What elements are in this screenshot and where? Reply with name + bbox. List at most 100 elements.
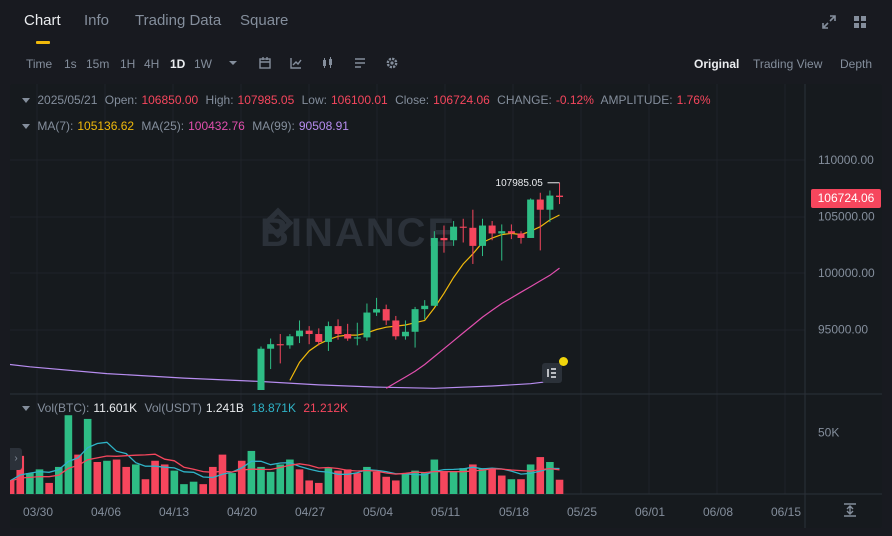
vol-usdt-value: 1.241B bbox=[205, 401, 244, 415]
tab-chart[interactable]: Chart bbox=[24, 12, 61, 29]
volume-bar bbox=[382, 476, 390, 494]
vol-ma5-value: 18.871K bbox=[251, 401, 296, 415]
expand-icon[interactable] bbox=[821, 14, 837, 30]
volume-tick-label: 50K bbox=[818, 425, 839, 439]
candle-body bbox=[373, 309, 381, 313]
date-tick-label: 06/08 bbox=[703, 505, 733, 519]
volume-bar bbox=[536, 457, 545, 494]
volume-bar bbox=[286, 459, 294, 494]
volume-bar bbox=[372, 471, 381, 494]
volume-bar bbox=[93, 462, 102, 494]
vol-btc-label: Vol(BTC): bbox=[37, 401, 90, 415]
more-intervals-dropdown-icon[interactable] bbox=[226, 56, 240, 70]
low-value: 106100.01 bbox=[330, 93, 388, 107]
candle-body bbox=[401, 331, 409, 337]
price-tick-label: 105000.00 bbox=[818, 210, 875, 224]
watermark-logo-icon bbox=[262, 207, 294, 239]
volume-bar bbox=[497, 475, 506, 494]
candle-body bbox=[478, 225, 486, 246]
volume-ma10-line bbox=[10, 453, 560, 482]
top-tabs: Chart Info Trading Data Square bbox=[0, 0, 892, 44]
volume-bar bbox=[83, 418, 92, 494]
volume-bar bbox=[228, 473, 236, 494]
interval-4h[interactable]: 4H bbox=[144, 57, 160, 71]
candle-body bbox=[517, 233, 525, 238]
candle-body bbox=[507, 231, 515, 234]
go-to-latest-icon[interactable] bbox=[541, 362, 563, 384]
open-label: Open: bbox=[104, 93, 138, 107]
interval-15m[interactable]: 15m bbox=[86, 57, 110, 71]
volume-bar bbox=[237, 460, 246, 494]
volume-bar bbox=[74, 454, 82, 494]
chart-panel[interactable]: BINANCE 107985.05 110000.00 105000.00 1000… bbox=[10, 84, 882, 528]
volume-info: Vol(BTC): 11.601K Vol(USDT) 1.241B 18.871K… bbox=[22, 401, 352, 415]
date-tick-label: 05/11 bbox=[431, 505, 460, 519]
ohlc-info: 2025/05/21 Open: 106850.00 High: 107985.05… bbox=[22, 93, 715, 107]
price-tick-label: 110000.00 bbox=[818, 153, 874, 167]
view-trading-view[interactable]: Trading View bbox=[753, 57, 823, 71]
candle-body bbox=[459, 226, 467, 228]
chart-settings-list-icon[interactable] bbox=[353, 56, 367, 70]
volume-bar bbox=[546, 462, 554, 494]
indicators-icon[interactable] bbox=[289, 56, 303, 70]
candle-body bbox=[411, 309, 419, 332]
layout-grid-icon[interactable] bbox=[852, 14, 868, 30]
interval-1s[interactable]: 1s bbox=[64, 57, 77, 71]
tab-trading-data[interactable]: Trading Data bbox=[135, 12, 222, 29]
volume-bar bbox=[401, 473, 410, 494]
volume-bar bbox=[353, 473, 362, 494]
high-value: 107985.05 bbox=[237, 93, 295, 107]
vol-btc-value: 11.601K bbox=[93, 401, 138, 415]
candle-body bbox=[257, 348, 265, 390]
collapse-chevron-icon[interactable] bbox=[22, 98, 30, 104]
volume-bar bbox=[132, 464, 140, 494]
ma7-value: 105136.62 bbox=[77, 119, 135, 133]
volume-bar bbox=[112, 459, 121, 494]
date-tick-label: 04/06 bbox=[91, 505, 121, 519]
volume-bar bbox=[199, 484, 208, 494]
price-chart-svg[interactable]: BINANCE 107985.05 110000.00 105000.00 1000… bbox=[10, 84, 882, 528]
price-tick-label: 95000.00 bbox=[818, 323, 868, 337]
active-tab-indicator bbox=[36, 41, 50, 44]
volume-bar bbox=[459, 468, 468, 494]
interval-1w[interactable]: 1W bbox=[194, 57, 212, 71]
candle-body bbox=[305, 330, 313, 335]
volume-bar bbox=[247, 450, 256, 494]
ma-collapse-chevron-icon[interactable] bbox=[22, 124, 30, 130]
chart-toolbar: Time 1s 15m 1H 4H 1D 1W Original Trading… bbox=[10, 50, 882, 78]
change-label: CHANGE: bbox=[497, 93, 552, 107]
date-tick-label: 06/01 bbox=[635, 505, 665, 519]
notification-dot bbox=[559, 357, 568, 366]
volume-bar bbox=[266, 471, 275, 494]
fit-scale-icon[interactable] bbox=[842, 502, 858, 518]
vol-collapse-chevron-icon[interactable] bbox=[22, 406, 30, 412]
interval-1d[interactable]: 1D bbox=[170, 57, 186, 71]
gear-icon[interactable] bbox=[385, 56, 399, 70]
volume-bar bbox=[276, 464, 285, 494]
low-label: Low: bbox=[301, 93, 327, 107]
date-tick-label: 04/20 bbox=[227, 505, 257, 519]
calendar-icon[interactable] bbox=[258, 56, 272, 70]
candle-body bbox=[556, 195, 564, 198]
high-label: High: bbox=[205, 93, 234, 107]
candle-body bbox=[488, 225, 496, 234]
ma7-line bbox=[289, 214, 560, 381]
expand-panel-handle[interactable]: › bbox=[10, 448, 22, 470]
ma99-series-line bbox=[10, 363, 560, 389]
interval-time[interactable]: Time bbox=[26, 57, 53, 71]
tab-square[interactable]: Square bbox=[240, 12, 289, 29]
view-original[interactable]: Original bbox=[694, 57, 740, 71]
high-marker-label: 107985.05 bbox=[496, 178, 544, 189]
volume-bar bbox=[170, 470, 179, 494]
interval-1h[interactable]: 1H bbox=[120, 57, 136, 71]
candle-style-icon[interactable] bbox=[321, 56, 335, 70]
tab-info[interactable]: Info bbox=[84, 12, 110, 29]
candle-body bbox=[498, 231, 506, 234]
volume-bar bbox=[324, 468, 333, 494]
ma99-value: 90508.91 bbox=[298, 119, 349, 133]
volume-bar bbox=[257, 466, 265, 494]
volume-bar bbox=[151, 460, 159, 494]
amplitude-value: 1.76% bbox=[676, 93, 711, 107]
view-depth[interactable]: Depth bbox=[840, 57, 873, 71]
close-label: Close: bbox=[395, 93, 430, 107]
